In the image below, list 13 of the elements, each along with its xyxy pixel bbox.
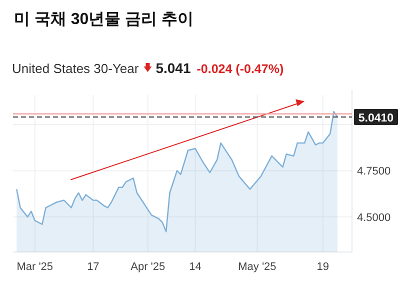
title: 미 국채 30년물 금리 추이 [14, 11, 194, 28]
xtick: Mar '25 [16, 261, 54, 273]
ref-label: 5.0410 [358, 112, 394, 124]
annotation: 5.041 [156, 60, 191, 76]
ytick: 4.5000 [357, 212, 391, 224]
ytick: 4.7500 [357, 166, 391, 178]
annotation: -0.024 (-0.47%) [196, 62, 284, 76]
xtick: 14 [189, 261, 202, 273]
xtick: May '25 [238, 261, 276, 273]
xtick: Apr '25 [130, 261, 166, 273]
xtick: 17 [87, 261, 100, 273]
subtitle: United States 30-Year [12, 61, 139, 76]
xtick: 19 [316, 261, 329, 273]
